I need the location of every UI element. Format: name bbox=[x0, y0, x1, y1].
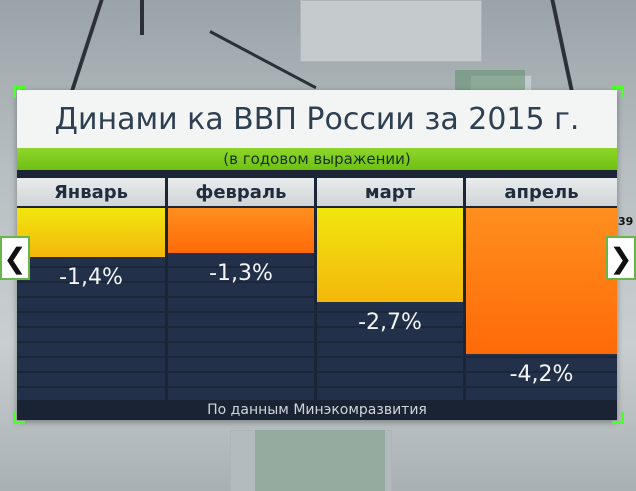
bar-column: -4,2% bbox=[466, 208, 617, 400]
month-header: апрель bbox=[466, 178, 617, 206]
column-separator bbox=[463, 178, 466, 400]
month-header: февраль bbox=[168, 178, 314, 206]
side-number: 39 bbox=[618, 215, 634, 228]
data-label: -1,4% bbox=[59, 264, 123, 290]
chart-plot-area: -1,4% -1,3% -2,7% -4,2% bbox=[17, 208, 617, 400]
month-header: Январь bbox=[17, 178, 165, 206]
bar-column: -2,7% bbox=[317, 208, 463, 400]
bar bbox=[17, 208, 165, 257]
background-beam bbox=[550, 0, 574, 90]
bar-column: -1,3% bbox=[168, 208, 314, 400]
corner-marker bbox=[13, 412, 25, 424]
data-label: -1,3% bbox=[209, 261, 273, 287]
bar bbox=[466, 208, 617, 354]
chevron-right-icon: ❯ bbox=[609, 241, 633, 275]
prev-slide-button[interactable]: ❮ bbox=[0, 236, 30, 280]
column-separator bbox=[314, 178, 317, 400]
corner-marker bbox=[612, 412, 624, 424]
bar bbox=[168, 208, 314, 254]
background-wall bbox=[300, 0, 482, 62]
background-beam bbox=[70, 0, 104, 90]
background-beam bbox=[140, 0, 144, 35]
bar bbox=[317, 208, 463, 302]
chart-subtitle: (в годовом выражении) bbox=[17, 148, 617, 170]
corner-marker bbox=[13, 86, 25, 98]
gdp-chart-card: Динами ка ВВП России за 2015 г. (в годов… bbox=[17, 90, 617, 420]
chart-source: По данным Минэкомразвития bbox=[17, 400, 617, 420]
next-slide-button[interactable]: ❯ bbox=[606, 236, 636, 280]
background-green-panel bbox=[455, 70, 525, 92]
data-label: -4,2% bbox=[509, 362, 574, 387]
bar-column: -1,4% bbox=[17, 208, 165, 400]
column-separator bbox=[165, 178, 168, 400]
corner-marker bbox=[612, 86, 624, 98]
chart-title: Динами ка ВВП России за 2015 г. bbox=[17, 90, 617, 148]
background-floor-block bbox=[230, 430, 392, 491]
background-green-panel bbox=[255, 430, 385, 491]
chevron-left-icon: ❮ bbox=[3, 241, 27, 275]
month-header: март bbox=[317, 178, 463, 206]
data-label: -2,7% bbox=[358, 309, 422, 335]
